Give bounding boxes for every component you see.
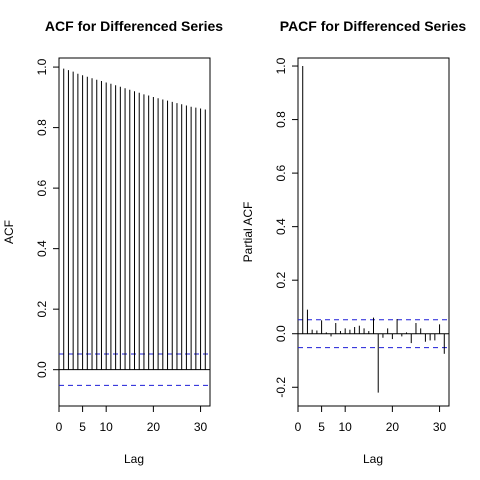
acf-x-tick-label: 5 (79, 420, 86, 434)
acf-y-tick-label: 0.2 (35, 301, 49, 318)
acf-x-tick-label: 10 (100, 420, 114, 434)
acf-x-tick-label: 30 (194, 420, 208, 434)
pacf-x-axis: 0 5 10 20 30 (295, 406, 447, 434)
pacf-x-tick-label: 10 (339, 420, 353, 434)
pacf-spikes (302, 66, 445, 393)
acf-plot-frame (58, 57, 211, 407)
acf-title: ACF for Differenced Series (45, 18, 223, 34)
acf-y-tick-label: 0.8 (35, 119, 49, 136)
pacf-panel: PACF for Differenced Series 0 5 10 20 30 -0.… (241, 18, 466, 466)
acf-x-axis: 0 5 10 20 30 (56, 406, 208, 434)
pacf-y-tick-label: 0.2 (274, 272, 288, 289)
acf-x-tick-label: 20 (147, 420, 161, 434)
acf-y-tick-label: 0.6 (35, 179, 49, 196)
pacf-y-axis: -0.2 0.0 0.2 0.4 0.6 0.8 1.0 (274, 57, 298, 398)
pacf-y-label: Partial ACF (241, 202, 255, 263)
pacf-y-tick-label: -0.2 (274, 377, 288, 398)
pacf-y-tick-label: 0.8 (274, 111, 288, 128)
acf-y-axis: 0.0 0.2 0.4 0.6 0.8 1.0 (35, 58, 59, 378)
pacf-x-label: Lag (363, 452, 383, 466)
acf-y-tick-label: 0.4 (35, 240, 49, 257)
acf-x-tick-label: 0 (56, 420, 63, 434)
acf-spikes (63, 68, 206, 370)
acf-y-tick-label: 1.0 (35, 58, 49, 75)
pacf-x-tick-label: 5 (318, 420, 325, 434)
acf-y-label: ACF (2, 220, 16, 244)
pacf-x-tick-label: 0 (295, 420, 302, 434)
pacf-title: PACF for Differenced Series (280, 18, 467, 34)
pacf-y-tick-label: 0.4 (274, 218, 288, 235)
acf-y-tick-label: 0.0 (35, 361, 49, 378)
pacf-x-tick-label: 30 (433, 420, 447, 434)
acf-panel: ACF for Differenced Series 0 5 10 20 30 0.00… (2, 18, 223, 466)
pacf-x-tick-label: 20 (386, 420, 400, 434)
pacf-y-tick-label: 0.0 (274, 325, 288, 342)
pacf-y-tick-label: 1.0 (274, 57, 288, 74)
pacf-plot-frame (297, 57, 450, 407)
pacf-y-tick-label: 0.6 (274, 164, 288, 181)
acf-x-label: Lag (124, 452, 144, 466)
